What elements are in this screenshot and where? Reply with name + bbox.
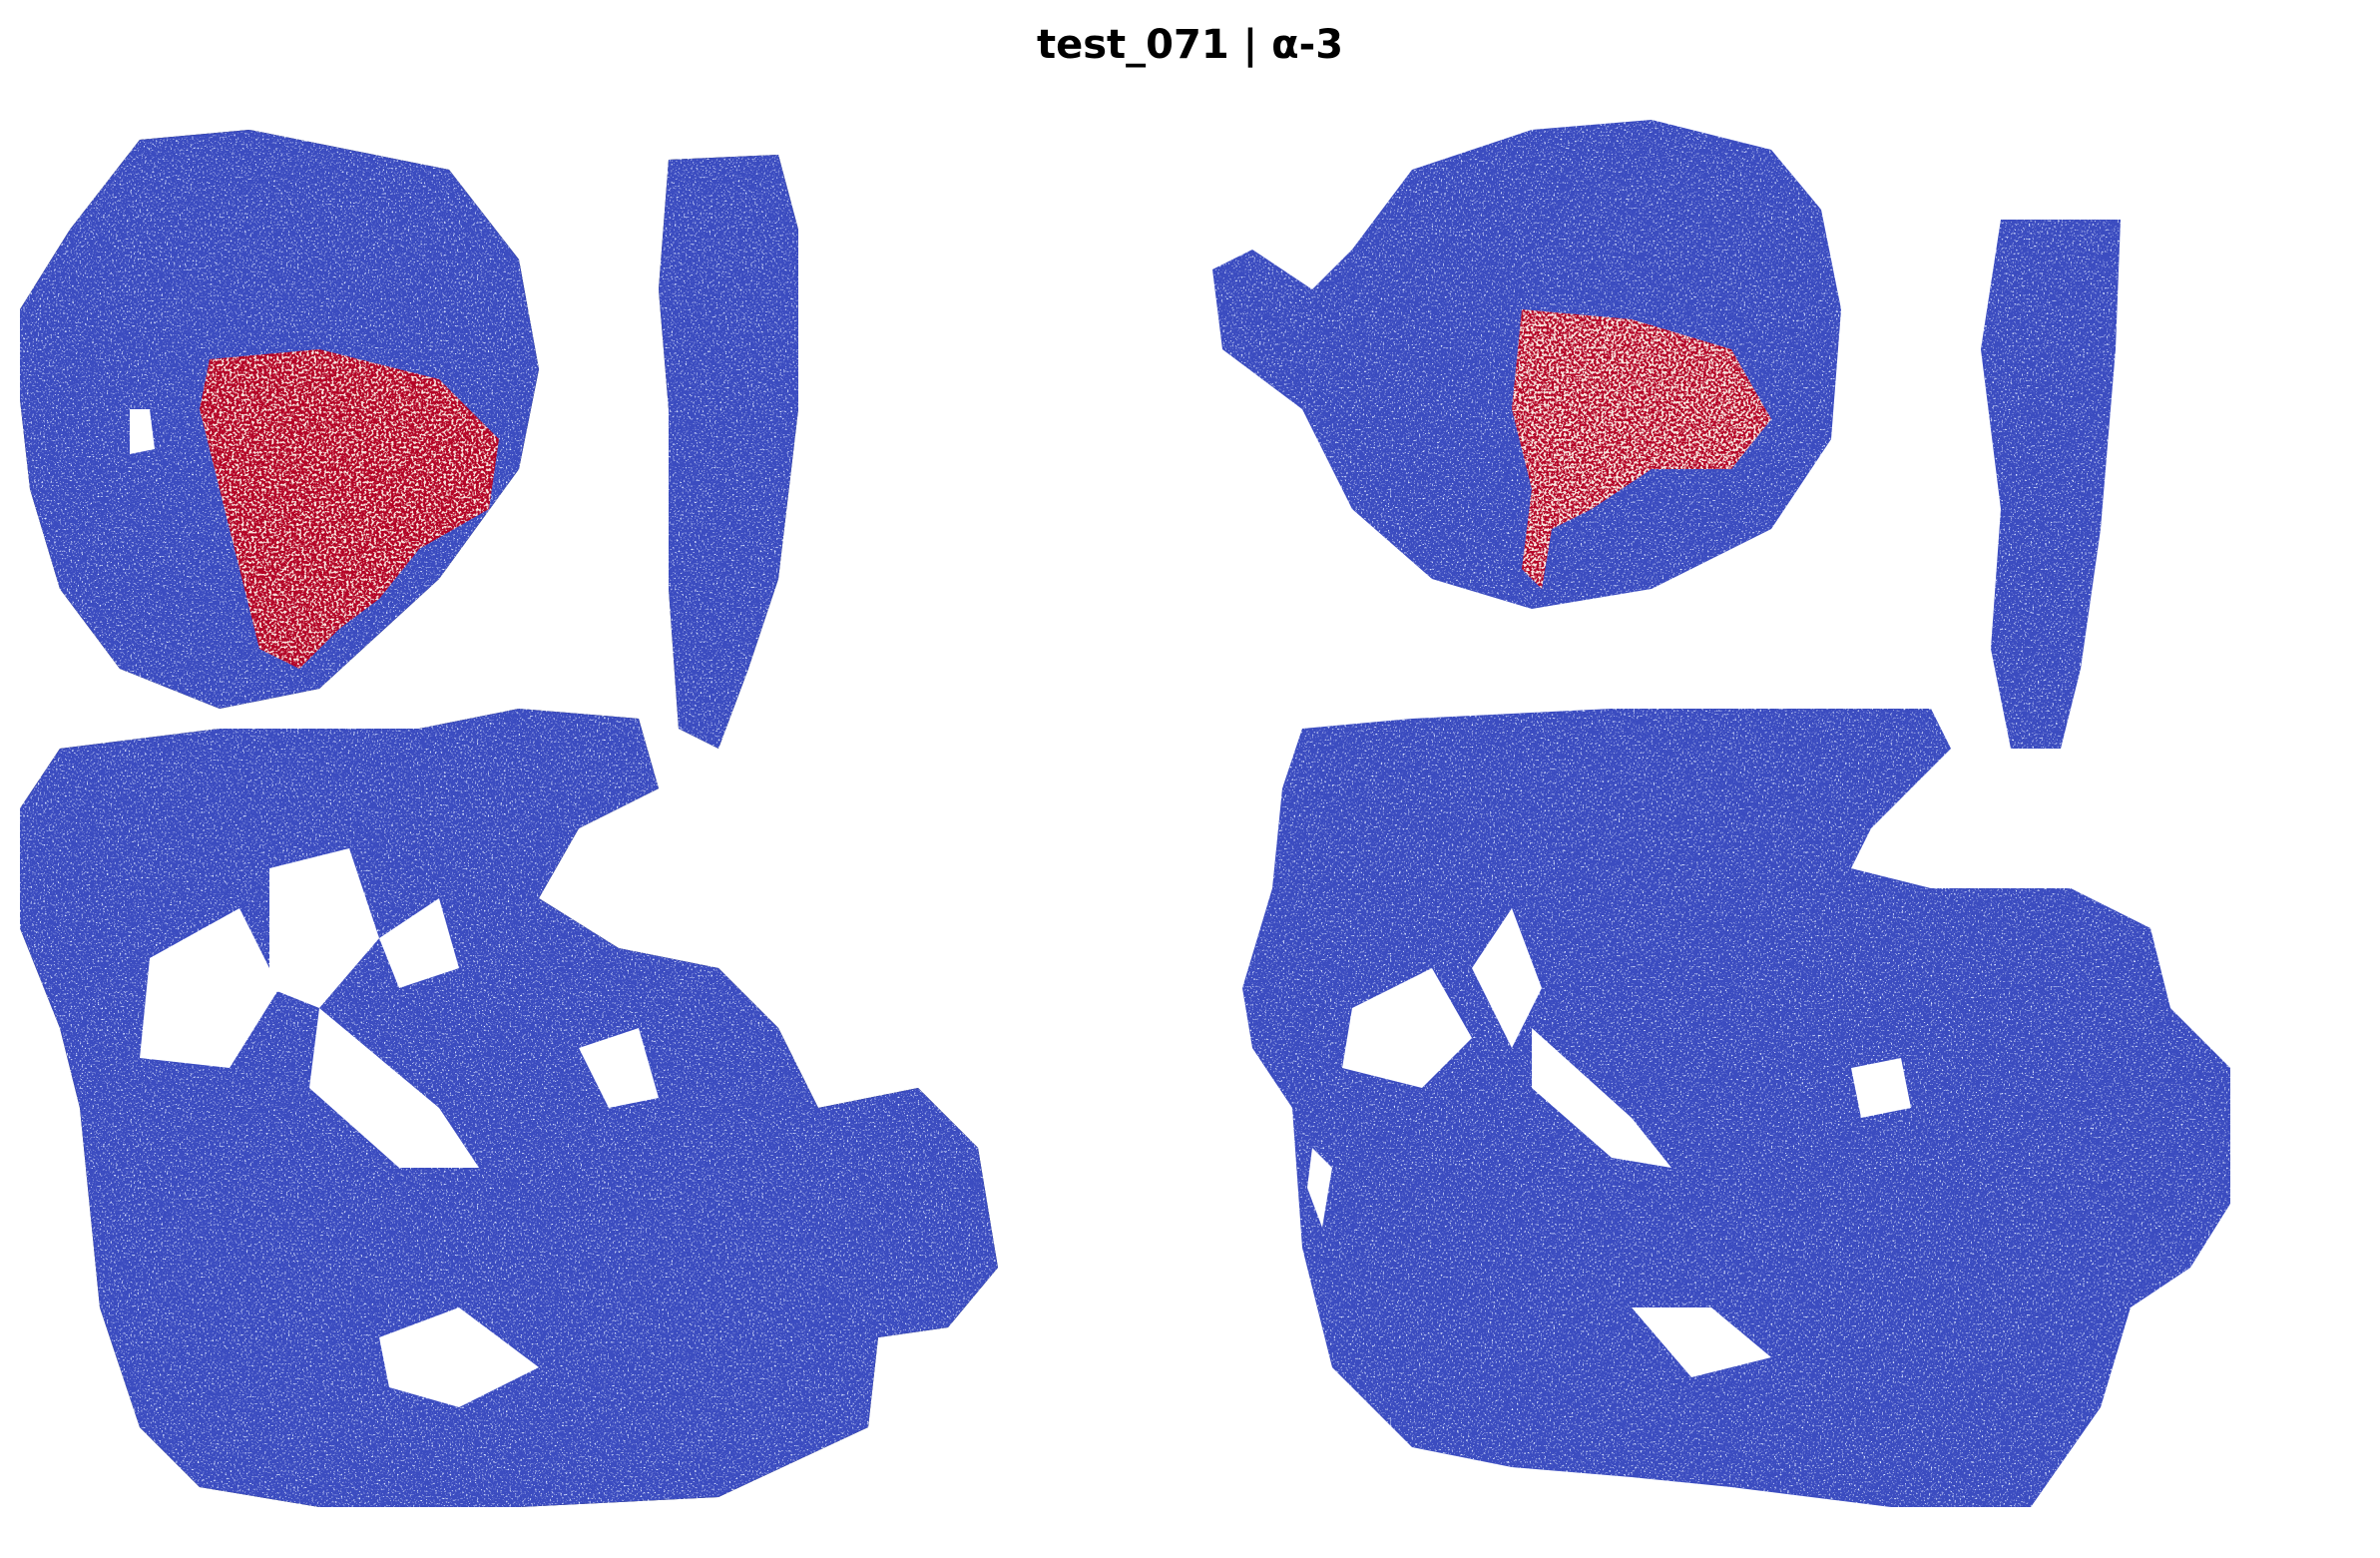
hotspot-region-right bbox=[1512, 309, 1771, 589]
tissue-speckle-right bbox=[1212, 120, 2230, 1507]
tissue-holes-left bbox=[130, 409, 659, 1407]
tissue-speckle-left bbox=[20, 130, 998, 1507]
tissue-map-right-svg bbox=[1212, 120, 2230, 1507]
tissue-map-left-svg bbox=[20, 130, 998, 1507]
spatial-map-right bbox=[1212, 110, 2230, 1527]
hotspot-region-left bbox=[200, 349, 499, 669]
spatial-map-left bbox=[20, 110, 1038, 1527]
tissue-holes-right bbox=[1307, 908, 1911, 1377]
figure-title: test_071 | α-3 bbox=[1036, 22, 1344, 68]
